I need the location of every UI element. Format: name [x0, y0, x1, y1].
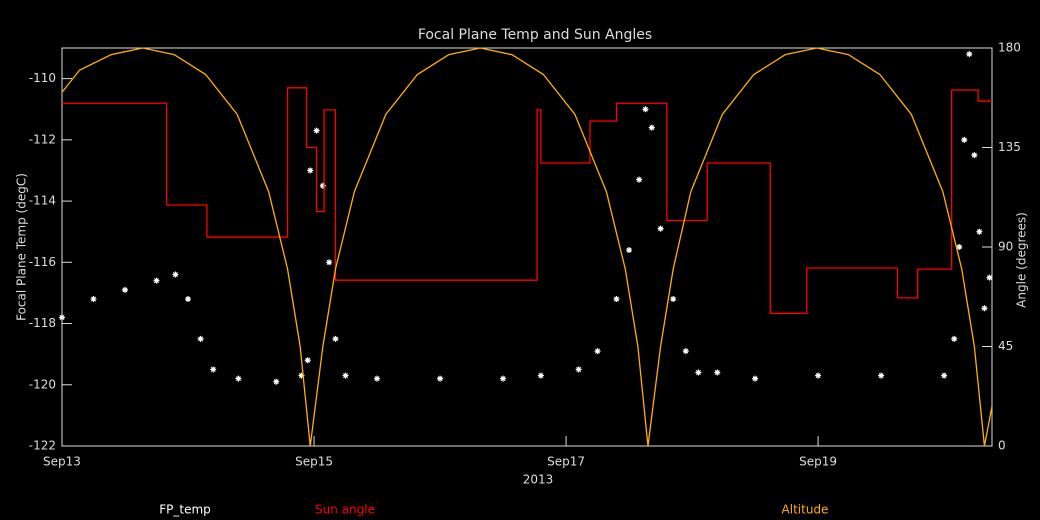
data-point [298, 372, 305, 379]
data-line [62, 87, 992, 314]
data-point [961, 136, 968, 143]
y2-axis-label: Angle (degrees) [1015, 212, 1029, 308]
data-point [594, 348, 601, 355]
legend-label: FP_temp [159, 503, 211, 517]
y-axis-label: Focal Plane Temp (degC) [15, 173, 29, 321]
x-tick-label: Sep17 [547, 455, 585, 469]
data-point [319, 182, 326, 189]
data-point [374, 375, 381, 382]
plot-frame [61, 47, 993, 447]
data-point [626, 247, 633, 254]
y-tick-label: -116 [29, 255, 56, 269]
y2-tick-label: 90 [998, 240, 1013, 254]
x-tick-label: Sep15 [295, 455, 333, 469]
y-tick-label: -112 [29, 132, 56, 146]
data-point [981, 305, 988, 312]
data-point [976, 228, 983, 235]
legend-label: Altitude [782, 503, 829, 517]
data-point [500, 375, 507, 382]
data-point [304, 357, 311, 364]
y2-tick-label: 0 [998, 439, 1006, 453]
data-point [59, 314, 65, 321]
data-point [695, 369, 702, 376]
data-point [613, 296, 620, 303]
data-point [332, 335, 339, 342]
data-point [313, 127, 320, 134]
y2-tick-label: 135 [998, 140, 1021, 154]
data-point [986, 274, 993, 281]
y2-tick-label: 180 [998, 41, 1021, 55]
data-point [657, 225, 664, 232]
data-point [153, 277, 160, 284]
data-point [951, 335, 958, 342]
data-point [307, 167, 314, 174]
data-point [326, 259, 333, 266]
data-point [172, 271, 179, 278]
y-tick-label: -122 [29, 439, 56, 453]
data-point [752, 375, 759, 382]
x-tick-label: Sep19 [799, 455, 837, 469]
data-point [636, 176, 643, 183]
data-point [342, 372, 349, 379]
data-point [878, 372, 885, 379]
data-point [210, 366, 217, 373]
data-point [537, 372, 544, 379]
x-tick-label: Sep13 [43, 455, 81, 469]
data-point [682, 348, 689, 355]
data-point [941, 372, 948, 379]
data-point [670, 296, 677, 303]
y-tick-label: -110 [29, 71, 56, 85]
chart-title: Focal Plane Temp and Sun Angles [418, 27, 652, 43]
data-point [122, 286, 129, 293]
data-point [966, 51, 973, 58]
y-tick-label: -118 [29, 316, 56, 330]
data-point [197, 335, 204, 342]
data-point [714, 369, 721, 376]
data-point [642, 106, 649, 113]
data-point [815, 372, 822, 379]
data-point [575, 366, 582, 373]
y2-tick-label: 45 [998, 339, 1013, 353]
legend-label: Sun angle [315, 503, 375, 517]
data-point [971, 152, 978, 159]
data-point [185, 296, 192, 303]
data-point [90, 296, 97, 303]
data-point [437, 375, 444, 382]
data-line [61, 47, 993, 447]
data-point [648, 124, 655, 131]
y-tick-label: -114 [29, 194, 56, 208]
x-axis-label: 2013 [523, 473, 554, 487]
y-tick-label: -120 [29, 377, 56, 391]
data-point [956, 244, 963, 250]
data-point [273, 378, 280, 385]
data-point [235, 375, 242, 382]
